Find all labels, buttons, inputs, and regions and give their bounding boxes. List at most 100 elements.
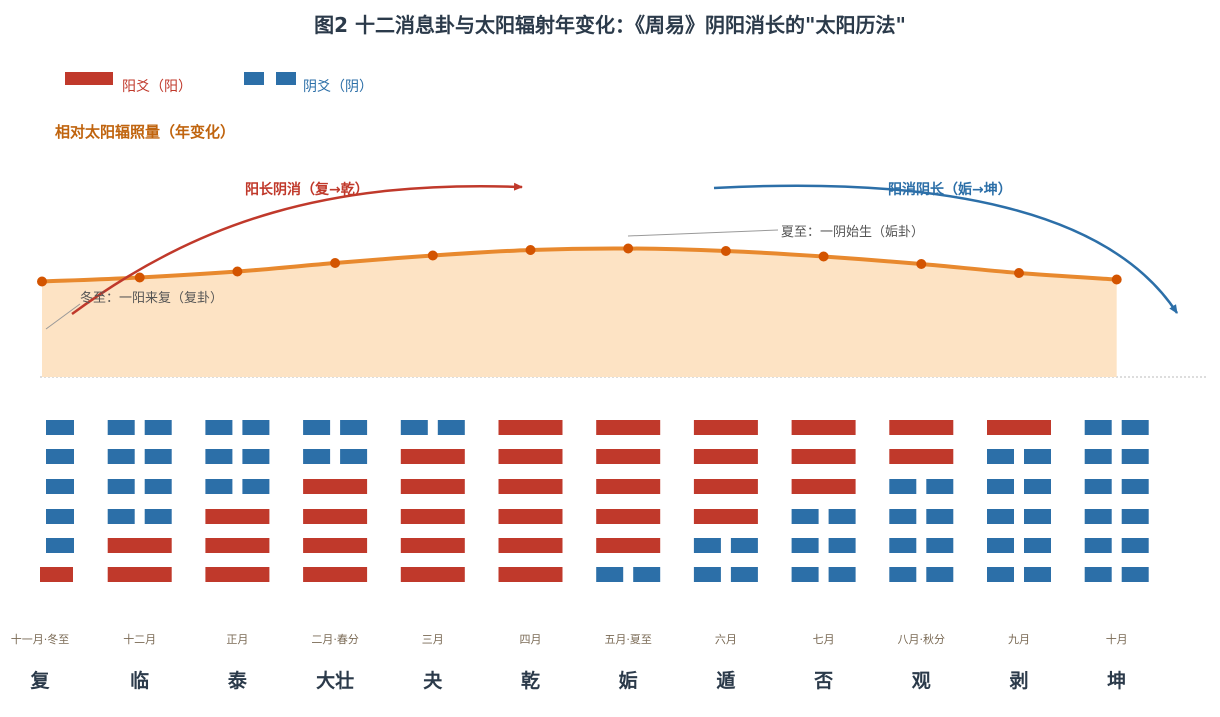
data-point-8 xyxy=(720,246,731,256)
yin-line-12-1-1 xyxy=(1084,567,1112,582)
hexagram-name-9: 否 xyxy=(814,670,834,692)
yin-line-11-5-1 xyxy=(987,449,1014,464)
yin-line-2-5-1 xyxy=(107,449,135,464)
yin-line-12-3-2 xyxy=(1121,509,1149,524)
yang-line-4-1 xyxy=(303,567,368,582)
yang-line-6-3 xyxy=(498,509,563,524)
yang-line-6-6 xyxy=(498,420,563,435)
yin-line-12-2-2 xyxy=(1121,538,1149,553)
legend-yin-swatch-right xyxy=(276,72,296,85)
yin-line-1-6-1 xyxy=(46,420,74,435)
yang-growth-label: 阳长阴消（复→乾） xyxy=(245,182,369,198)
yin-line-8-1-1 xyxy=(693,567,721,582)
summer-leader-line xyxy=(627,229,779,237)
yin-line-2-4-2 xyxy=(144,479,172,494)
hexagram-name-6: 乾 xyxy=(520,670,540,692)
yin-line-2-3-1 xyxy=(107,509,135,524)
yin-line-11-1-1 xyxy=(987,567,1014,582)
yang-line-10-5 xyxy=(889,449,954,464)
yin-line-10-4-1 xyxy=(889,479,917,494)
hexagram-name-12: 坤 xyxy=(1107,670,1127,692)
yin-line-2-4-1 xyxy=(107,479,135,494)
yin-line-12-6-1 xyxy=(1084,420,1112,435)
yin-line-10-3-2 xyxy=(926,509,954,524)
month-label-5: 三月 xyxy=(421,633,444,646)
yin-line-9-3-2 xyxy=(828,509,856,524)
y-axis-title: 相对太阳辐照量（年变化） xyxy=(55,123,236,141)
month-label-6: 四月 xyxy=(519,633,542,646)
yang-line-5-1 xyxy=(400,567,465,582)
data-point-2 xyxy=(134,272,145,283)
yang-line-8-5 xyxy=(693,449,758,464)
month-label-7: 五月·夏至 xyxy=(604,633,652,646)
yin-line-4-5-1 xyxy=(303,449,331,464)
yang-line-4-4 xyxy=(303,479,368,494)
yang-line-8-4 xyxy=(693,479,758,494)
yang-line-2-2 xyxy=(107,538,172,553)
hexagram-name-10: 观 xyxy=(911,670,931,692)
yang-line-8-3 xyxy=(693,509,758,524)
yang-line-10-6 xyxy=(889,420,954,435)
yin-line-11-4-1 xyxy=(987,479,1014,494)
yin-line-11-2-1 xyxy=(987,538,1014,553)
yang-line-3-2 xyxy=(205,538,270,553)
yin-line-5-6-2 xyxy=(437,420,465,435)
yin-line-10-1-1 xyxy=(889,567,917,582)
yin-line-8-1-2 xyxy=(730,567,758,582)
yin-growth-arrow xyxy=(713,184,1179,314)
yang-line-4-2 xyxy=(303,538,368,553)
data-point-10 xyxy=(916,259,927,269)
yang-line-7-5 xyxy=(596,449,661,464)
yin-line-10-3-1 xyxy=(889,509,917,524)
yang-line-7-3 xyxy=(596,509,661,524)
month-label-9: 七月 xyxy=(812,633,835,646)
yang-line-5-2 xyxy=(400,538,465,553)
yin-line-7-1-1 xyxy=(596,567,624,582)
month-label-4: 二月·春分 xyxy=(311,633,359,646)
yang-line-9-5 xyxy=(791,449,856,464)
month-label-12: 十月 xyxy=(1105,633,1128,646)
yin-line-10-4-2 xyxy=(926,479,954,494)
yang-line-5-4 xyxy=(400,479,465,494)
yin-line-10-2-1 xyxy=(889,538,917,553)
yin-line-4-6-2 xyxy=(340,420,368,435)
yang-line-11-6 xyxy=(987,420,1051,435)
yin-line-9-2-2 xyxy=(828,538,856,553)
yang-line-2-1 xyxy=(107,567,172,582)
yin-line-1-5-1 xyxy=(46,449,74,464)
data-point-12 xyxy=(1111,274,1122,285)
yin-line-3-6-2 xyxy=(242,420,270,435)
yang-line-4-3 xyxy=(303,509,368,524)
data-point-9 xyxy=(818,251,829,262)
month-label-1: 十一月·冬至 xyxy=(10,633,70,646)
yang-line-9-4 xyxy=(791,479,856,494)
hexagram-name-3: 泰 xyxy=(227,670,247,692)
data-point-3 xyxy=(232,266,243,277)
hexagram-grid xyxy=(40,420,1149,582)
yang-line-6-1 xyxy=(498,567,563,582)
yin-line-12-5-2 xyxy=(1121,449,1149,464)
winter-leader-line xyxy=(45,303,81,330)
yin-line-2-6-1 xyxy=(107,420,135,435)
yang-line-6-4 xyxy=(498,479,563,494)
yin-line-10-1-2 xyxy=(926,567,954,582)
data-point-7 xyxy=(623,243,634,254)
yang-line-9-6 xyxy=(791,420,856,435)
month-label-10: 八月·秋分 xyxy=(897,633,946,646)
yin-line-2-3-2 xyxy=(144,509,172,524)
hexagram-name-1: 复 xyxy=(30,670,50,692)
radiation-curve xyxy=(41,246,1117,284)
hexagram-name-8: 遁 xyxy=(716,670,736,692)
yin-line-8-2-1 xyxy=(693,538,721,553)
yang-line-3-1 xyxy=(205,567,270,582)
yang-line-1-1 xyxy=(40,567,73,582)
yang-line-6-5 xyxy=(498,449,563,464)
yin-line-2-5-2 xyxy=(144,449,172,464)
yin-line-11-2-2 xyxy=(1024,538,1051,553)
yin-line-12-4-1 xyxy=(1084,479,1112,494)
yang-line-5-3 xyxy=(400,509,465,524)
month-label-3: 正月 xyxy=(226,633,249,646)
yang-line-7-4 xyxy=(596,479,661,494)
yang-line-7-6 xyxy=(596,420,661,435)
